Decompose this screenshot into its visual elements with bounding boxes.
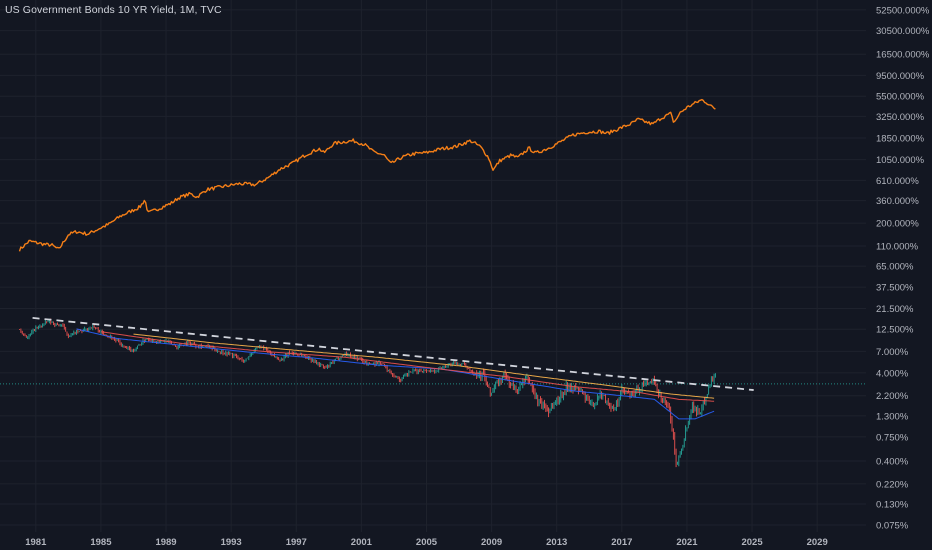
y-tick-label: 110.000% [876,241,919,252]
x-tick-label: 2017 [611,537,632,548]
y-tick-label: 0.130% [876,499,909,510]
y-tick-label: 5500.000% [876,92,925,103]
moving-average-line-3[interactable] [133,333,715,399]
y-tick-label: 360.000% [876,196,919,207]
plot-area [0,98,866,468]
y-tick-label: 9500.000% [876,71,925,82]
moving-average-line-2[interactable] [100,331,715,402]
x-tick-label: 2025 [741,537,763,548]
x-tick-label: 2005 [416,537,438,548]
x-tick-label: 2009 [481,537,502,548]
x-tick-label: 1997 [286,537,307,548]
y-tick-label: 4.000% [876,368,909,379]
y-tick-label: 3250.000% [876,112,925,123]
dashed-trendline[interactable] [32,317,754,391]
y-tick-label: 1050.000% [876,155,925,166]
y-tick-label: 610.000% [876,176,919,187]
x-tick-label: 2029 [807,537,828,548]
x-tick-label: 2013 [546,537,567,548]
y-tick-label: 21.500% [876,304,914,315]
y-tick-label: 0.220% [876,479,909,490]
chart-title: US Government Bonds 10 YR Yield, 1M, TVC [5,4,222,16]
x-tick-label: 1989 [155,537,176,548]
y-axis[interactable]: 0.075% 0.130% 0.220% 0.400% 0.750% 1.300% 2.20… [876,5,930,531]
y-tick-label: 1850.000% [876,133,925,144]
x-tick-label: 2001 [351,537,373,548]
y-tick-label: 1.300% [876,411,909,422]
x-tick-label: 1981 [25,537,47,548]
x-tick-label: 1993 [221,537,242,548]
comparison-series-line[interactable] [18,98,716,252]
y-tick-label: 16500.000% [876,50,930,61]
y-tick-label: 0.400% [876,456,909,467]
y-tick-label: 0.750% [876,432,909,443]
grid-lines [0,0,866,532]
x-tick-label: 1985 [90,537,112,548]
x-axis[interactable]: 1981 1985 1989 1993 1997 2001 2005 2009 2013 2017… [25,537,827,548]
moving-average-line-1[interactable] [76,328,715,420]
y-tick-label: 2.200% [876,391,909,402]
y-tick-label: 30500.000% [876,26,930,37]
x-tick-label: 2021 [676,537,698,548]
y-tick-label: 65.000% [876,262,914,273]
y-tick-label: 200.000% [876,219,919,230]
y-tick-label: 0.075% [876,521,909,532]
y-tick-label: 12.500% [876,325,914,336]
y-tick-label: 7.000% [876,347,909,358]
y-tick-label: 52500.000% [876,5,930,16]
y-tick-label: 37.500% [876,283,914,294]
